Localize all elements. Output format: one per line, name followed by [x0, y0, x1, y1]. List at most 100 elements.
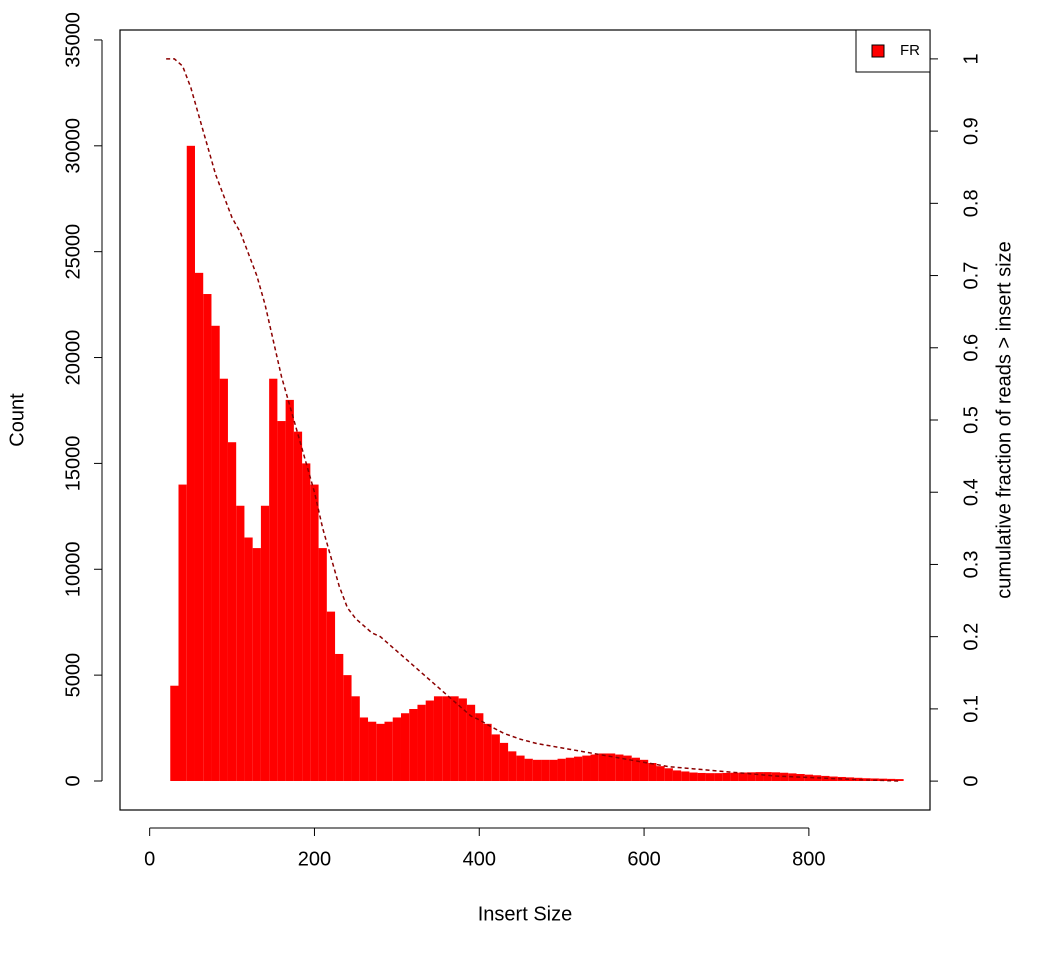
bar [763, 772, 772, 781]
legend-label: FR [900, 42, 920, 59]
bar [541, 759, 550, 781]
y2-tick-label: 0.2 [960, 623, 982, 651]
bar [574, 756, 583, 781]
x-tick-label: 800 [792, 848, 825, 870]
bar [606, 753, 616, 781]
bar [376, 723, 385, 781]
bar [236, 505, 245, 781]
bar [812, 775, 822, 781]
bar [335, 653, 344, 781]
bar [590, 754, 599, 781]
bar [656, 766, 665, 781]
bar [269, 378, 278, 781]
bar [499, 742, 509, 781]
y2-tick-label: 0.5 [960, 406, 982, 434]
bar [508, 751, 517, 781]
y-tick-label: 20000 [62, 330, 84, 386]
bar [194, 272, 204, 781]
bar [384, 721, 393, 781]
x-axis-label: Insert Size [478, 903, 572, 925]
bar [475, 713, 484, 781]
bar [285, 399, 294, 781]
x-tick-label: 600 [627, 848, 660, 870]
bar [887, 778, 896, 781]
bar [755, 772, 764, 781]
bar [582, 755, 591, 781]
bar [343, 675, 352, 781]
bar [796, 774, 805, 781]
y-tick-label: 5000 [62, 653, 84, 698]
bar [804, 774, 813, 781]
bar [516, 755, 525, 781]
bar [714, 773, 723, 781]
y2-tick-label: 1 [960, 53, 982, 64]
bar [260, 505, 270, 781]
y2-tick-label: 0.9 [960, 117, 982, 145]
bar [631, 757, 640, 781]
bar [664, 768, 673, 781]
y-tick-label: 35000 [62, 12, 84, 68]
bar [598, 753, 607, 781]
bar [227, 442, 237, 781]
y2-tick-label: 0.6 [960, 334, 982, 362]
bar [532, 759, 542, 781]
bar [549, 759, 558, 781]
bar [170, 685, 179, 781]
x-tick-label: 0 [144, 848, 155, 870]
bar [359, 717, 369, 781]
bar [425, 700, 434, 781]
bar [302, 463, 311, 781]
bar [450, 696, 459, 781]
legend-box [855, 29, 931, 73]
bar [392, 717, 401, 781]
bar [244, 537, 253, 781]
x-tick-label: 200 [298, 848, 331, 870]
bar [639, 759, 649, 781]
x-tick-label: 400 [463, 848, 496, 870]
bar [672, 770, 682, 781]
bar [730, 772, 739, 781]
y2-tick-label: 0.7 [960, 262, 982, 290]
bar [310, 484, 319, 781]
bar [417, 704, 426, 781]
bar [458, 698, 467, 781]
bar [252, 548, 261, 781]
bar [326, 611, 336, 781]
bar [705, 773, 715, 781]
bar [565, 757, 575, 781]
y-axis-label: Count [6, 393, 28, 447]
bar [178, 484, 187, 781]
y-tick-label: 10000 [62, 541, 84, 597]
bar [845, 777, 855, 781]
bar [557, 758, 566, 781]
bar [648, 762, 657, 781]
bar [277, 421, 286, 781]
bar [491, 734, 500, 781]
bar [351, 696, 360, 781]
bar [738, 772, 748, 781]
y2-tick-label: 0.4 [960, 478, 982, 506]
y2-tick-label: 0.1 [960, 695, 982, 723]
bar [895, 779, 904, 781]
bar [615, 754, 624, 781]
bar [211, 325, 220, 781]
bar [722, 772, 731, 781]
bar [697, 772, 706, 781]
bar [747, 772, 756, 781]
bar [681, 771, 690, 781]
bar [400, 713, 410, 781]
bar [466, 704, 476, 781]
bar [442, 696, 451, 781]
y2-tick-label: 0 [960, 776, 982, 787]
bar [409, 709, 418, 781]
bar [854, 777, 863, 781]
y2-axis-label: cumulative fraction of reads > insert si… [993, 241, 1015, 598]
bar [368, 721, 377, 781]
bar [689, 772, 698, 781]
y-tick-label: 0 [62, 775, 84, 786]
y-tick-label: 15000 [62, 436, 84, 492]
y-tick-label: 30000 [62, 118, 84, 174]
legend-swatch [871, 44, 885, 58]
bar [433, 696, 443, 781]
